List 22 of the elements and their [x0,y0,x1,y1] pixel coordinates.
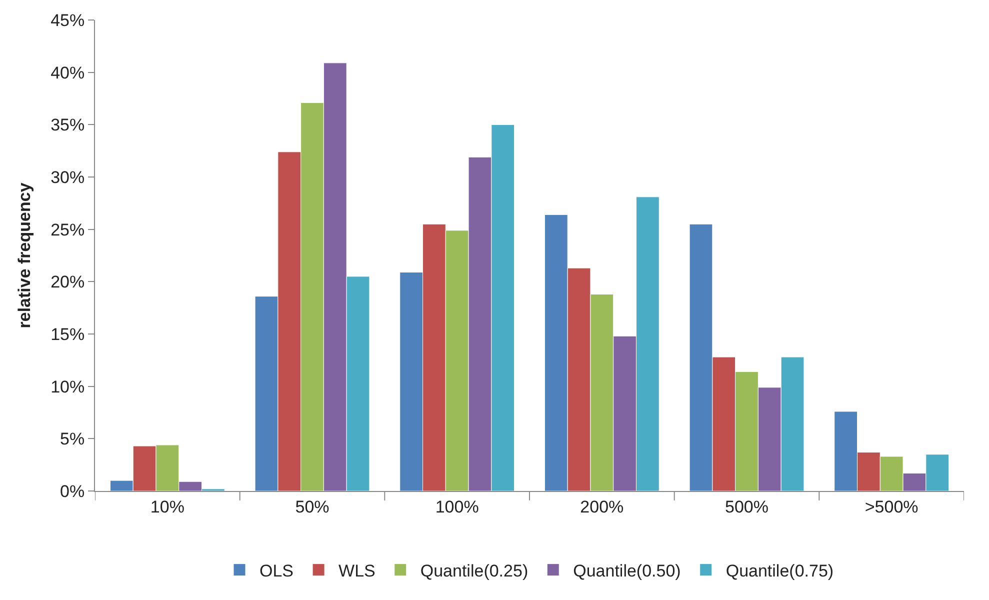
legend-label: Quantile(0.75) [726,561,834,580]
y-tick-label: 35% [50,116,85,135]
legend-label: Quantile(0.25) [420,561,528,580]
x-tick-label: 100% [435,497,479,516]
y-tick-label: 5% [60,430,85,449]
x-tick-label: 50% [295,497,330,516]
legend-label: OLS [260,561,294,580]
legend-label: WLS [338,561,376,580]
y-tick-label: 0% [60,482,85,501]
y-tick-label: 25% [50,220,85,240]
x-tick-label: >500% [864,497,918,516]
y-tick-label: 30% [50,168,85,187]
x-tick-label: 10% [150,497,184,516]
y-tick-label: 10% [50,377,85,396]
x-tick-label: 200% [580,497,624,516]
y-axis-title: relative frequency [15,182,34,328]
y-tick-label: 40% [50,63,85,82]
x-tick-label: 500% [725,497,768,516]
y-tick-label: 20% [50,272,85,292]
legend-label: Quantile(0.50) [573,561,681,580]
y-tick-label: 45% [50,10,85,30]
y-tick-label: 15% [50,324,85,344]
